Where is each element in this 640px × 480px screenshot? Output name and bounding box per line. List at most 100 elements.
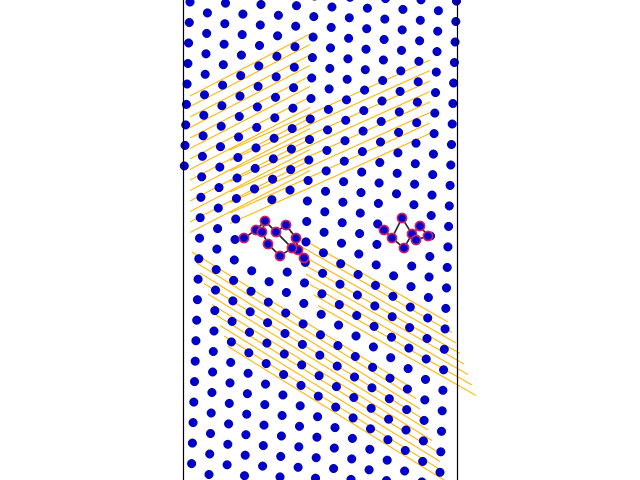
atom bbox=[214, 183, 224, 193]
atom bbox=[227, 316, 237, 326]
atom bbox=[278, 390, 288, 400]
atom bbox=[370, 301, 380, 311]
atom bbox=[396, 66, 406, 76]
atom bbox=[344, 13, 354, 23]
atom bbox=[189, 377, 200, 387]
atom bbox=[435, 467, 445, 477]
atom bbox=[393, 148, 403, 158]
atom bbox=[321, 166, 331, 176]
atom bbox=[281, 287, 291, 298]
atom bbox=[199, 110, 209, 120]
atom bbox=[218, 80, 228, 90]
atom bbox=[299, 298, 309, 308]
atom bbox=[422, 333, 432, 344]
glide-line bbox=[297, 252, 457, 344]
glide-line bbox=[189, 33, 311, 97]
atom bbox=[389, 271, 399, 281]
atom bbox=[273, 31, 283, 41]
glide-line bbox=[229, 69, 431, 162]
atom bbox=[375, 157, 385, 168]
atom bbox=[207, 387, 217, 398]
atom bbox=[404, 343, 414, 353]
atom bbox=[360, 85, 370, 95]
atom bbox=[444, 201, 454, 211]
atom bbox=[382, 455, 392, 465]
atom bbox=[313, 412, 323, 422]
atom bbox=[320, 207, 330, 217]
atom bbox=[329, 443, 339, 453]
atom bbox=[260, 379, 271, 389]
atom bbox=[410, 159, 420, 169]
atom bbox=[330, 423, 340, 433]
atom bbox=[238, 9, 248, 19]
atom bbox=[373, 198, 383, 208]
atom bbox=[349, 392, 359, 403]
atom bbox=[341, 95, 352, 105]
atom bbox=[180, 140, 190, 150]
atom bbox=[357, 167, 367, 177]
atom bbox=[387, 312, 397, 322]
atom bbox=[441, 303, 451, 313]
defect-atom bbox=[262, 238, 274, 250]
atom bbox=[215, 162, 225, 172]
glide-line bbox=[317, 304, 477, 397]
atom bbox=[451, 16, 461, 27]
atom bbox=[241, 430, 251, 440]
atom bbox=[449, 78, 459, 88]
atom bbox=[275, 472, 285, 480]
atom bbox=[355, 208, 365, 218]
atom bbox=[410, 179, 420, 189]
atom bbox=[413, 77, 423, 87]
atom bbox=[198, 131, 208, 141]
glide-line bbox=[189, 43, 311, 108]
atom bbox=[383, 435, 393, 445]
atom bbox=[194, 254, 204, 264]
atom bbox=[211, 265, 221, 275]
atom bbox=[309, 12, 319, 22]
atom bbox=[236, 71, 246, 81]
atom bbox=[187, 459, 197, 469]
atom bbox=[401, 425, 411, 435]
glide-line bbox=[189, 85, 311, 150]
defect-atom bbox=[378, 224, 390, 236]
atom bbox=[208, 346, 218, 357]
atom bbox=[431, 67, 441, 77]
atom bbox=[220, 19, 230, 29]
glide-line bbox=[229, 59, 431, 151]
glide-line bbox=[199, 272, 421, 410]
atom bbox=[205, 449, 215, 459]
defect-atom bbox=[256, 226, 268, 238]
atom bbox=[192, 295, 202, 305]
atom bbox=[442, 262, 452, 272]
atom bbox=[337, 218, 347, 228]
defect-atom bbox=[422, 230, 434, 242]
atom bbox=[209, 326, 219, 336]
atom bbox=[361, 44, 371, 54]
atom bbox=[279, 349, 289, 359]
atom bbox=[403, 364, 413, 374]
atom bbox=[335, 279, 345, 289]
atom bbox=[339, 177, 349, 187]
atom bbox=[188, 418, 198, 428]
atom bbox=[368, 342, 378, 352]
atom bbox=[356, 188, 366, 198]
atom bbox=[436, 447, 446, 457]
atom bbox=[445, 180, 455, 190]
atom bbox=[302, 216, 312, 227]
atom bbox=[336, 238, 347, 248]
atom bbox=[366, 403, 376, 413]
atom bbox=[396, 45, 407, 55]
atom bbox=[326, 22, 336, 32]
atom bbox=[385, 373, 395, 383]
atom bbox=[443, 242, 453, 252]
atom bbox=[299, 278, 310, 288]
atom bbox=[348, 413, 358, 423]
glide-line bbox=[189, 54, 311, 118]
atom bbox=[360, 65, 370, 75]
atom bbox=[397, 25, 407, 35]
atom bbox=[423, 313, 433, 323]
atom bbox=[213, 203, 223, 213]
atom bbox=[439, 365, 449, 375]
atom bbox=[258, 461, 268, 471]
atom bbox=[212, 244, 222, 254]
